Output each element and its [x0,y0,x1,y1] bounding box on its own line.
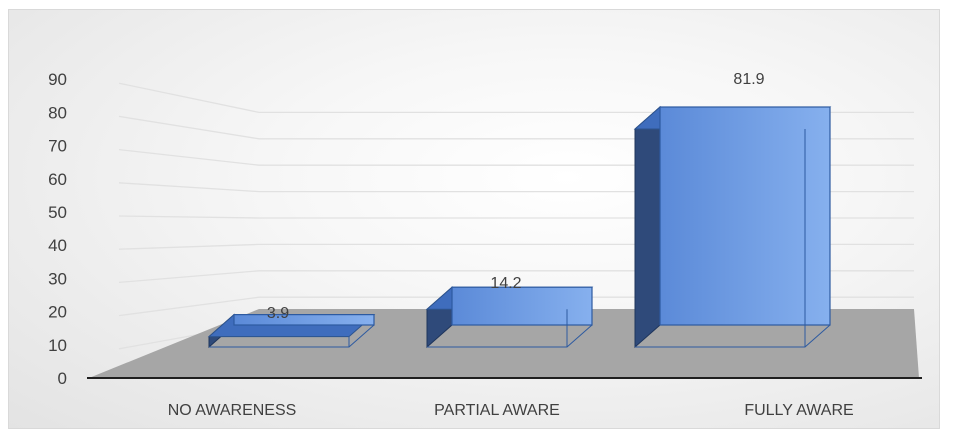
bar [425,286,594,349]
bar-chart-3d: 0 10 20 30 40 50 60 70 80 90 NO AWARENESS PARTIAL … [48,70,922,419]
y-tick-label: 20 [48,303,67,322]
data-label: 14.2 [490,275,521,292]
gridline [118,115,260,140]
bars [207,105,832,349]
y-axis: 0 10 20 30 40 50 60 70 80 90 [48,70,67,388]
bar-side-face [634,105,661,349]
bar [633,105,832,349]
bar-front-face [233,314,375,326]
data-label: 81.9 [733,71,764,88]
y-tick-label: 30 [48,269,67,288]
gridline [118,270,260,284]
y-tick-label: 10 [48,336,67,355]
x-category-label: PARTIAL AWARE [434,402,560,419]
y-tick-label: 50 [48,203,67,222]
data-labels: 3.9 14.2 81.9 [267,71,765,322]
gridline [118,148,260,166]
y-tick-label: 40 [48,236,67,255]
bar [207,313,376,349]
bar-front-face [451,286,593,326]
x-axis: NO AWARENESS PARTIAL AWARE FULLY AWARE [168,402,854,419]
gridline [118,243,260,250]
y-tick-label: 80 [48,103,67,122]
gridline [118,215,260,219]
x-category-label: FULLY AWARE [744,402,853,419]
bar-front-face [659,106,831,326]
gridline [118,182,260,193]
y-tick-label: 70 [48,137,67,156]
y-tick-label: 60 [48,170,67,189]
y-tick-label: 90 [48,70,67,89]
y-tick-label: 0 [58,369,67,388]
x-category-label: NO AWARENESS [168,402,297,419]
chart-area: 0 10 20 30 40 50 60 70 80 90 NO AWARENESS PARTIAL … [8,9,940,429]
data-label: 3.9 [267,305,289,322]
gridline [118,296,260,317]
gridline [118,82,260,114]
